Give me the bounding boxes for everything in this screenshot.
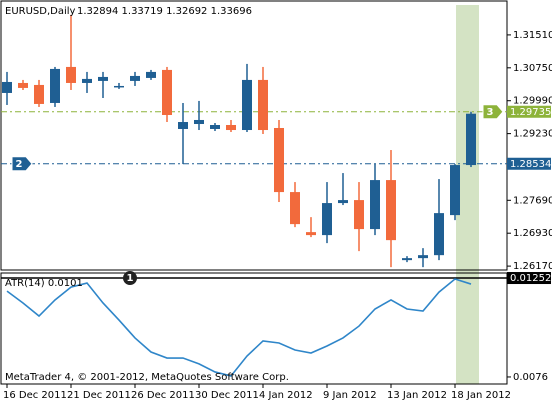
x-tick-label: 21 Dec 2011 xyxy=(67,390,131,401)
candle-body xyxy=(226,125,236,131)
footer: MetaTrader 4, © 2001-2012, MetaQuotes So… xyxy=(5,372,289,383)
candle-body xyxy=(178,122,188,129)
price-label: 1.28534 xyxy=(510,159,551,170)
candle-body xyxy=(306,232,316,236)
x-tick-label: 26 Dec 2011 xyxy=(131,390,195,401)
candle-body xyxy=(162,69,172,116)
x-tick-label: 4 Jan 2012 xyxy=(259,390,313,401)
candle-body xyxy=(2,81,12,93)
candle-body xyxy=(114,85,124,88)
marker-label: 2 xyxy=(16,159,23,170)
candle-body xyxy=(274,127,284,193)
marker-tag xyxy=(482,104,504,120)
candle-body xyxy=(258,79,268,131)
marker-tag xyxy=(11,156,33,172)
candle-body xyxy=(386,180,396,241)
y-tick-label: 1.27690 xyxy=(513,195,552,206)
main-panel xyxy=(0,0,508,271)
marker-label: 1 xyxy=(127,273,134,284)
price-label-box xyxy=(507,105,551,118)
candle-body xyxy=(130,75,140,81)
candle-body xyxy=(82,78,92,83)
candle-body xyxy=(98,76,108,81)
layer: 1.31510 1.30750 1.29990 1.29230 1.27690 1.269… xyxy=(1,14,552,401)
x-tick-label: 18 Jan 2012 xyxy=(451,390,511,401)
level-label: 0.01252 xyxy=(510,273,551,284)
ohlc-readout: 1.32894 1.33719 1.32692 1.33696 xyxy=(77,6,252,17)
chart-title: EURUSD,Daily xyxy=(5,6,76,17)
y-tick-label: 1.26170 xyxy=(513,261,552,272)
candle-body xyxy=(402,258,412,261)
y-tick-label: 1.29230 xyxy=(513,129,552,140)
candle-body xyxy=(50,68,60,103)
candle-body xyxy=(18,82,28,88)
candle-body xyxy=(34,84,44,104)
y-tick-label: 1.29990 xyxy=(513,96,552,107)
y-tick-label: 1.31510 xyxy=(513,30,552,41)
candle-body xyxy=(466,113,476,166)
x-tick-label: 9 Jan 2012 xyxy=(323,390,377,401)
x-tick-label: 13 Jan 2012 xyxy=(387,390,447,401)
atr-title: ATR(14) 0.0101 xyxy=(5,278,83,289)
y-tick-label: 1.26930 xyxy=(513,228,552,239)
candle-body xyxy=(210,125,220,129)
y-tick-label: 0.0076 xyxy=(513,372,548,383)
candle-body xyxy=(338,200,348,204)
candle-body xyxy=(242,79,252,131)
candle-body xyxy=(146,71,156,78)
y-tick-label: 1.30750 xyxy=(513,63,552,74)
candle-body xyxy=(354,200,364,230)
candle-body xyxy=(370,180,380,230)
atr-line xyxy=(6,278,472,377)
price-label-box xyxy=(507,157,551,170)
x-tick-label: 30 Dec 2011 xyxy=(195,390,259,401)
candle-body xyxy=(322,203,332,236)
candle-body xyxy=(290,192,300,225)
candle-body xyxy=(66,66,76,83)
candle-body xyxy=(434,213,444,256)
candle-body xyxy=(450,165,460,216)
x-tick-label: 16 Dec 2011 xyxy=(3,390,67,401)
marker-label: 3 xyxy=(487,107,494,118)
highlight-band xyxy=(456,5,479,384)
price-label: 1.29735 xyxy=(510,107,551,118)
level-label-box xyxy=(507,272,551,285)
candle-body xyxy=(418,255,428,259)
candle-body xyxy=(194,119,204,125)
marker-circle xyxy=(123,271,137,286)
